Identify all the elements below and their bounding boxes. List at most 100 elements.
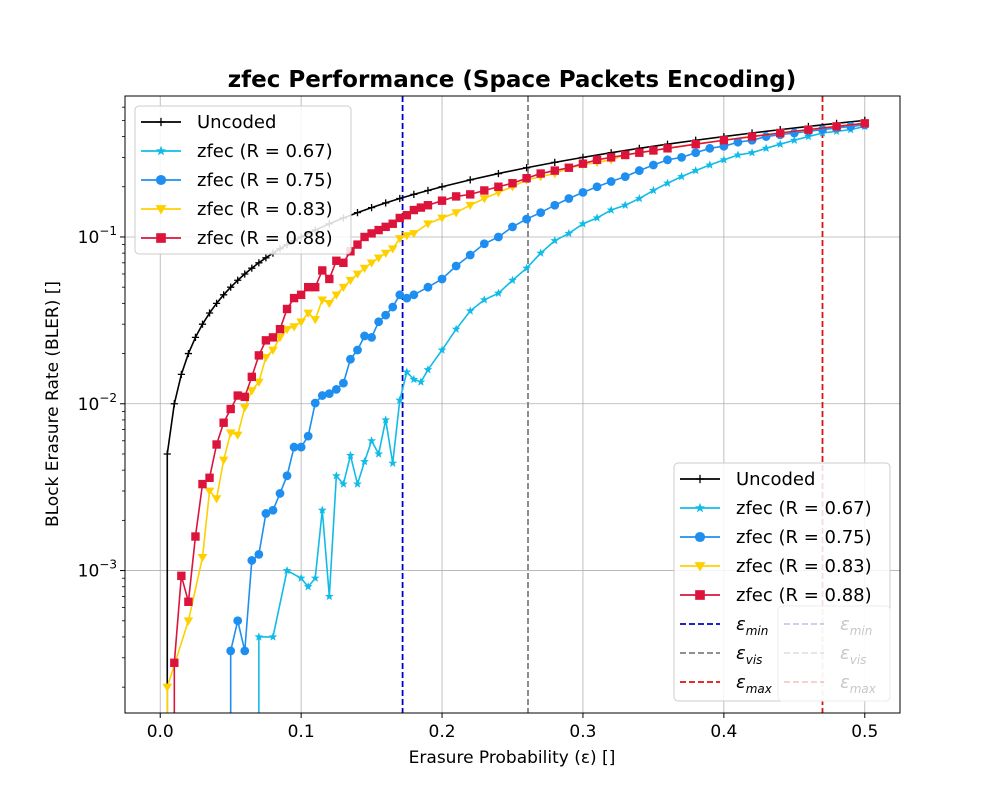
data-point — [719, 155, 729, 164]
data-point — [163, 450, 171, 458]
data-point — [205, 309, 214, 317]
data-point — [388, 458, 398, 467]
y-tick-base: 10 — [78, 228, 100, 248]
data-point — [262, 254, 270, 262]
series-zfec-r-0-88 — [170, 119, 869, 713]
data-point — [494, 288, 503, 297]
data-point — [388, 302, 398, 312]
legend-epsilon-subscript: min — [746, 624, 769, 638]
data-point — [402, 367, 412, 376]
x-tick-label: 0.0 — [147, 722, 174, 742]
legend-epsilon-label: εmin — [736, 614, 768, 638]
data-point — [522, 164, 531, 172]
data-point — [396, 194, 404, 203]
data-point — [310, 398, 320, 408]
legend-entry: zfec (R = 0.75) — [680, 527, 872, 548]
data-point — [191, 333, 200, 341]
data-point — [466, 190, 475, 199]
data-point — [423, 201, 433, 210]
data-point — [776, 128, 785, 138]
legends: Uncoded zfec (R = 0.67) zfec (R = 0.75) zfe… — [134, 105, 891, 702]
data-point — [240, 646, 250, 656]
data-point — [303, 282, 313, 292]
data-point — [177, 571, 186, 581]
data-point — [621, 150, 630, 160]
data-point — [275, 334, 285, 343]
plot-area — [124, 95, 901, 714]
data-point — [303, 309, 313, 318]
data-point — [663, 155, 672, 165]
y-tick-exponent: −2 — [99, 391, 117, 405]
data-point — [402, 232, 412, 241]
data-point — [620, 200, 630, 209]
legend-swatch-marker — [155, 145, 167, 156]
data-point — [275, 324, 285, 334]
data-point — [359, 264, 370, 273]
data-point — [691, 139, 700, 149]
legend-frame — [134, 105, 352, 255]
data-point — [331, 384, 341, 394]
data-point — [367, 436, 376, 445]
data-point — [606, 205, 616, 214]
data-point — [367, 229, 376, 238]
legend-swatch-marker — [694, 531, 706, 543]
data-point — [402, 293, 412, 303]
legend-swatch-marker — [155, 174, 167, 186]
data-point — [226, 404, 235, 414]
legend-label: zfec (R = 0.83) — [197, 199, 333, 220]
legend-epsilon-symbol: ε — [736, 672, 746, 693]
legend-entry: εvis — [680, 643, 762, 667]
legend-entry: zfec (R = 0.67) — [680, 498, 872, 519]
data-point — [227, 283, 235, 291]
legend-epsilon-symbol: ε — [840, 614, 850, 635]
data-point — [232, 431, 243, 440]
data-point — [451, 261, 461, 271]
y-tick-exponent: −1 — [99, 224, 117, 238]
data-point — [198, 479, 207, 489]
data-point — [747, 132, 757, 141]
legend-label: zfec (R = 0.75) — [197, 170, 333, 191]
data-point — [282, 304, 292, 314]
legend-epsilon-label: εvis — [840, 643, 866, 667]
data-point — [212, 299, 221, 307]
data-point — [353, 208, 362, 217]
data-point — [240, 392, 249, 402]
data-point — [649, 146, 658, 155]
data-point — [381, 310, 391, 320]
legend-entry: zfec (R = 0.83) — [141, 199, 333, 220]
data-point — [592, 155, 602, 165]
data-point — [239, 404, 250, 413]
data-point — [346, 354, 355, 364]
data-point — [564, 194, 574, 203]
data-point — [296, 318, 306, 327]
series-zfec-r-0-67 — [254, 121, 870, 713]
data-point — [311, 282, 320, 292]
data-point — [247, 556, 257, 565]
legend-label: Uncoded — [197, 112, 276, 133]
data-point — [296, 290, 306, 300]
data-point — [494, 232, 503, 242]
legend-epsilon-subscript: vis — [850, 653, 867, 667]
data-point — [465, 201, 476, 211]
data-point — [254, 632, 264, 641]
data-point — [345, 276, 356, 286]
legend-swatch-marker — [694, 502, 706, 513]
data-point — [551, 158, 559, 166]
data-point — [191, 532, 200, 541]
data-point — [508, 179, 517, 188]
data-point — [423, 220, 433, 229]
data-point — [410, 190, 418, 198]
data-point — [353, 345, 362, 355]
data-point — [324, 389, 334, 399]
legend-frame-faded — [777, 605, 891, 702]
data-point — [261, 336, 271, 345]
data-point — [241, 270, 249, 278]
legend-epsilon-subscript: min — [850, 624, 873, 638]
data-point — [508, 222, 517, 232]
data-point — [289, 293, 299, 303]
data-point — [282, 325, 292, 334]
legend-entry-faded: εmax — [784, 672, 877, 696]
data-point — [677, 152, 686, 162]
data-point — [466, 176, 474, 184]
